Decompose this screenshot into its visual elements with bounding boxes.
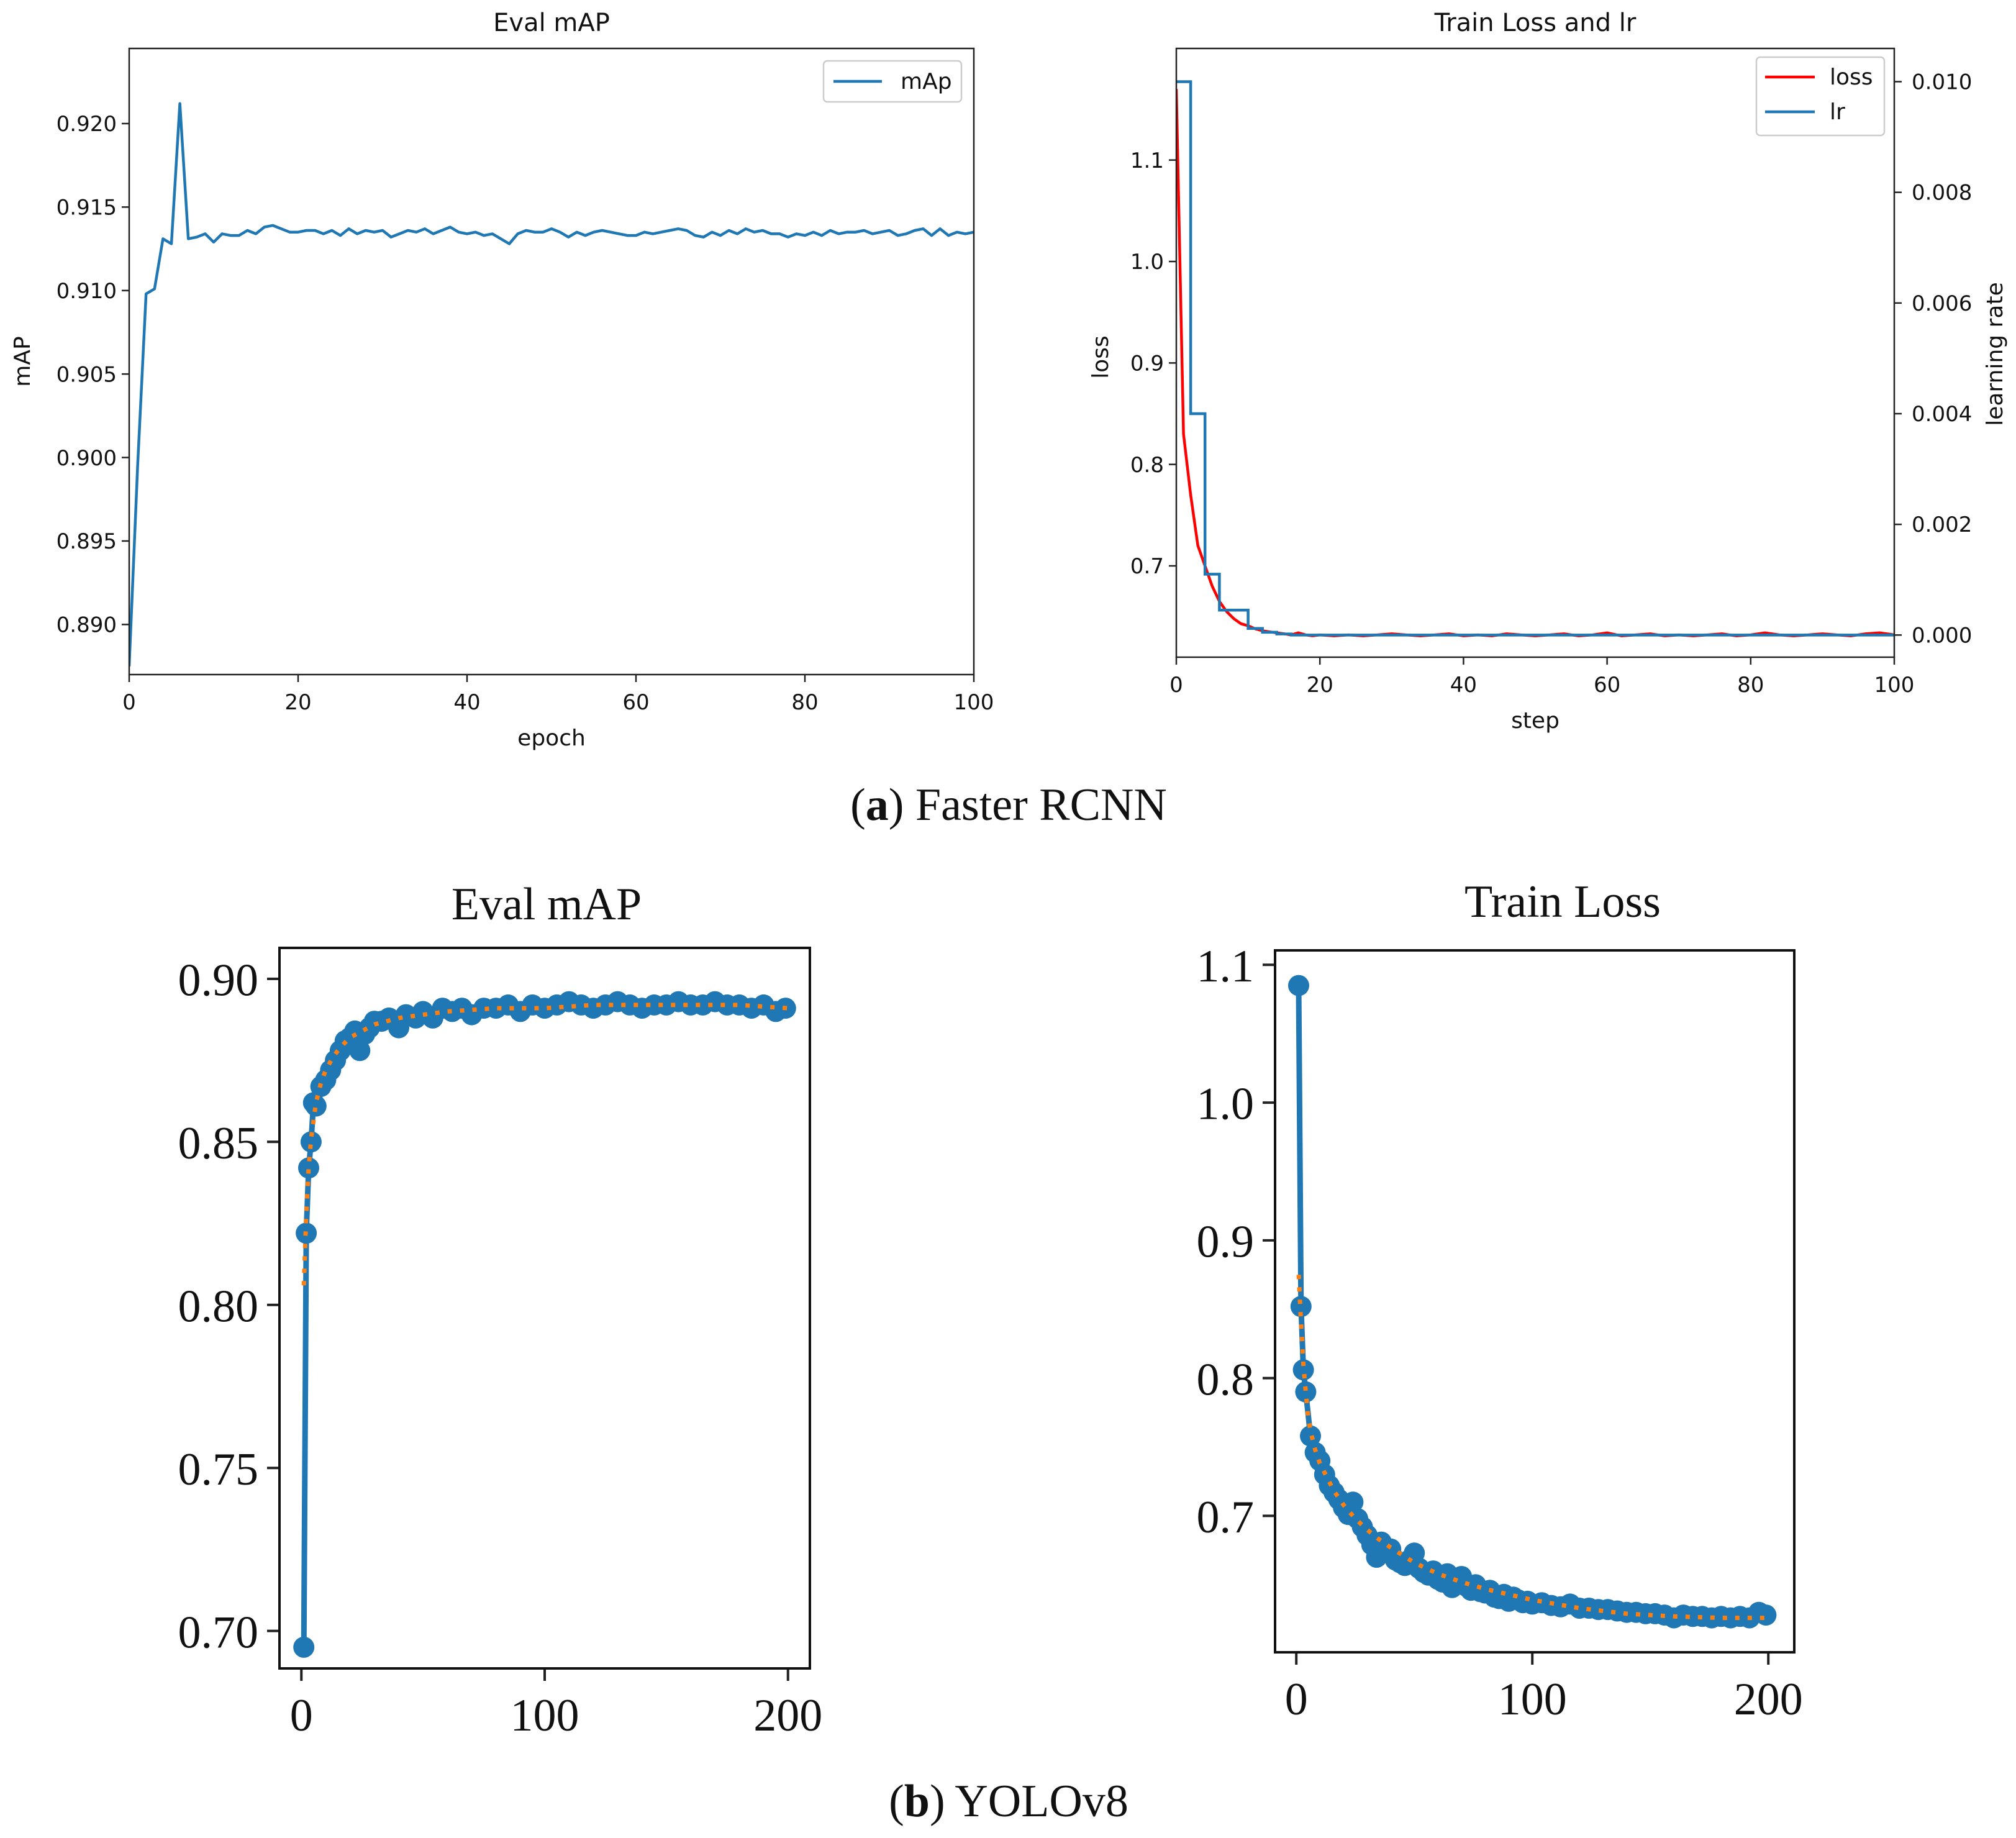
data-point (1755, 1604, 1777, 1626)
y-right-tick-label: 0.004 (1912, 402, 1972, 427)
chart-yolo-map: Eval mAP 0 100 200 0.70 0.75 0.80 0.85 0.90 (178, 879, 823, 1741)
chart-title: Train Loss (1464, 876, 1661, 927)
axes-ticks: 0 100 200 0.70 0.75 0.80 0.85 0.90 (178, 955, 823, 1741)
x-tick-label: 20 (284, 690, 311, 715)
caption-b: (b) YOLOv8 (889, 1776, 1128, 1827)
data-point (1292, 1359, 1314, 1381)
x-tick-label: 100 (1498, 1674, 1567, 1725)
legend-box (822, 60, 963, 103)
y-right-tick-label: 0.006 (1912, 291, 1972, 316)
x-tick-label: 80 (791, 690, 818, 715)
y-tick-label: 1.1 (1197, 941, 1255, 992)
chart-title: Eval mAP (493, 9, 610, 37)
y-tick-label: 0.70 (178, 1607, 259, 1658)
y-tick-label: 0.85 (178, 1118, 259, 1169)
legend: loss lr (1755, 56, 1886, 137)
y-right-tick-label: 0.008 (1912, 181, 1972, 206)
series-markers-loss (1288, 975, 1777, 1629)
x-tick-label: 200 (1734, 1674, 1803, 1725)
x-axis-label: step (1511, 708, 1560, 734)
x-tick-label: 60 (1594, 673, 1620, 698)
chart-frcnn-map: Eval mAP 0 20 40 60 80 100 0.890 0.895 0.900 0.90… (10, 9, 994, 751)
axes-ticks: 0 20 40 60 80 100 0.890 0.895 0.900 0.905 0.910 0.9… (57, 112, 994, 715)
axes-frame (1274, 949, 1796, 1654)
y-tick-label: 1.1 (1130, 148, 1164, 173)
y-tick-label: 0.90 (178, 955, 259, 1006)
x-tick-label: 0 (1285, 1674, 1308, 1725)
x-tick-label: 100 (1874, 673, 1915, 698)
data-point (300, 1131, 322, 1153)
series-line-map (301, 999, 787, 1647)
y-tick-label: 0.9 (1130, 352, 1164, 376)
y-tick-label: 0.900 (57, 446, 117, 471)
axes-frame (278, 947, 811, 1670)
y-tick-label: 0.915 (57, 196, 117, 221)
legend-label-lr: lr (1830, 99, 1845, 125)
y-axis-label: loss (1088, 335, 1114, 379)
y-right-tick-label: 0.000 (1912, 623, 1972, 648)
axes-frame (1175, 47, 1896, 658)
series-line-loss (1176, 89, 1894, 637)
caption-b-letter: b (904, 1776, 930, 1827)
x-tick-label: 0 (290, 1690, 313, 1741)
data-point (1295, 1381, 1317, 1403)
y-tick-label: 0.905 (57, 362, 117, 387)
data-point (1288, 975, 1309, 996)
data-point (293, 1636, 315, 1658)
x-tick-label: 80 (1737, 673, 1764, 698)
caption-b-text: YOLOv8 (955, 1776, 1128, 1827)
y-tick-label: 0.920 (57, 112, 117, 137)
legend: mAp (822, 60, 963, 103)
data-point (305, 1095, 327, 1117)
chart-frcnn-loss-lr: Train Loss and lr 0 20 40 60 80 100 0.7 0.8 0.9 1… (1088, 9, 2008, 734)
y-tick-label: 1.0 (1130, 250, 1164, 275)
y-tick-label: 0.7 (1130, 554, 1164, 579)
chart-title: Eval mAP (452, 879, 642, 930)
y-right-tick-label: 0.002 (1912, 512, 1972, 537)
axes-frame (128, 47, 975, 676)
y-tick-label: 0.8 (1130, 453, 1164, 478)
axes-ticks: 0 100 200 0.7 0.8 0.9 1.0 1.1 (1197, 941, 1803, 1725)
x-tick-label: 40 (453, 690, 480, 715)
x-tick-label: 60 (622, 690, 649, 715)
y-tick-label: 0.9 (1197, 1216, 1255, 1267)
series-fit-line (1296, 1275, 1769, 1621)
x-tick-label: 20 (1307, 673, 1333, 698)
legend-label-map: mAp (901, 69, 952, 94)
x-tick-label: 0 (1169, 673, 1183, 698)
series-line-lr (1176, 80, 1894, 637)
caption-a-letter: a (866, 780, 889, 830)
y-axis-label: mAP (10, 336, 35, 386)
y-axis-right-label: learning rate (1982, 282, 2008, 425)
data-point (298, 1157, 319, 1179)
x-tick-label: 40 (1450, 673, 1477, 698)
series-markers-map (293, 991, 796, 1658)
y-tick-label: 0.910 (57, 279, 117, 304)
y-tick-label: 0.75 (178, 1444, 259, 1495)
caption-a-text: Faster RCNN (915, 780, 1167, 830)
data-point (1342, 1491, 1364, 1513)
legend-label-loss: loss (1830, 65, 1873, 90)
y-tick-label: 1.0 (1197, 1079, 1255, 1130)
series-fit-line (301, 1003, 788, 1286)
x-tick-label: 100 (511, 1690, 579, 1741)
x-tick-label: 100 (954, 690, 994, 715)
y-tick-label: 0.8 (1197, 1354, 1255, 1405)
x-axis-label: epoch (517, 726, 586, 751)
axes-ticks: 0 20 40 60 80 100 0.7 0.8 0.9 1.0 1.1 0.000 0.002 0.0… (1130, 70, 1972, 698)
data-point (1290, 1296, 1312, 1317)
data-point (349, 1040, 371, 1062)
y-tick-label: 0.890 (57, 613, 117, 638)
x-tick-label: 200 (753, 1690, 822, 1741)
y-tick-label: 0.895 (57, 529, 117, 554)
caption-a: (a) Faster RCNN (850, 780, 1167, 830)
chart-yolo-loss: Train Loss 0 100 200 0.7 0.8 0.9 1.0 1.1 (1197, 876, 1803, 1725)
chart-title: Train Loss and lr (1434, 9, 1637, 37)
series-line-map (129, 102, 974, 667)
y-tick-label: 0.80 (178, 1281, 259, 1332)
x-tick-label: 0 (122, 690, 136, 715)
y-right-tick-label: 0.010 (1912, 70, 1972, 94)
y-tick-label: 0.7 (1197, 1492, 1255, 1543)
